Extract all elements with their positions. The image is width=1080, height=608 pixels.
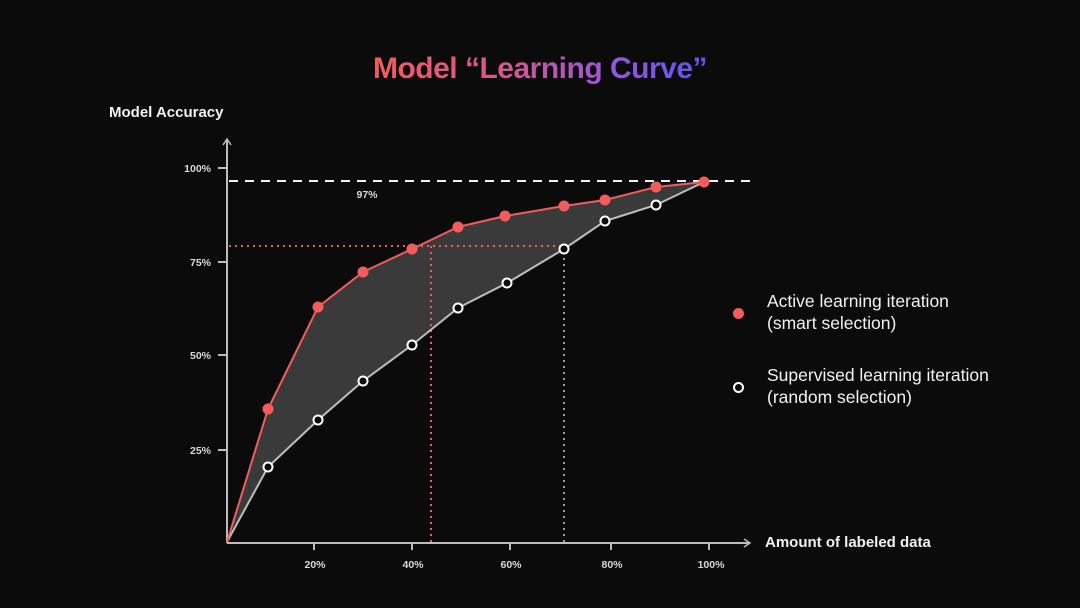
y-tick-25: 25% xyxy=(190,445,212,457)
chart-title-text: Model “Learning Curve” xyxy=(372,52,708,85)
legend-label-active: Active learning iteration (smart selecti… xyxy=(767,290,949,334)
supervised-series-points xyxy=(262,199,662,473)
legend-active-line1: Active learning iteration xyxy=(767,291,949,311)
y-tick-50: 50% xyxy=(190,350,212,362)
y-ticks xyxy=(218,167,226,451)
active-series-points xyxy=(262,176,710,415)
x-axis-label: Amount of labeled data xyxy=(765,534,931,551)
legend-supervised-line1: Supervised learning iteration xyxy=(767,365,989,385)
filled-circle-icon xyxy=(733,308,744,319)
legend-label-supervised: Supervised learning iteration (random se… xyxy=(767,364,989,408)
hollow-circle-icon xyxy=(733,382,744,393)
x-axis-arrow-icon xyxy=(743,538,752,548)
y-axis-label: Model Accuracy xyxy=(109,104,224,121)
reference-label-97: 97% xyxy=(356,189,378,201)
x-tick-80: 80% xyxy=(601,559,623,571)
legend-supervised-line2: (random selection) xyxy=(767,387,912,407)
y-tick-75: 75% xyxy=(190,257,212,269)
x-ticks xyxy=(313,544,710,550)
x-tick-40: 40% xyxy=(402,559,424,571)
x-tick-100: 100% xyxy=(698,559,726,571)
y-tick-100: 100% xyxy=(184,163,212,175)
x-tick-60: 60% xyxy=(500,559,522,571)
chart-title: Model “Learning Curve” xyxy=(0,52,1080,86)
fill-between-area xyxy=(227,182,704,542)
legend-active-line2: (smart selection) xyxy=(767,313,897,333)
x-tick-20: 20% xyxy=(304,559,326,571)
y-axis-arrow-icon xyxy=(222,137,232,146)
